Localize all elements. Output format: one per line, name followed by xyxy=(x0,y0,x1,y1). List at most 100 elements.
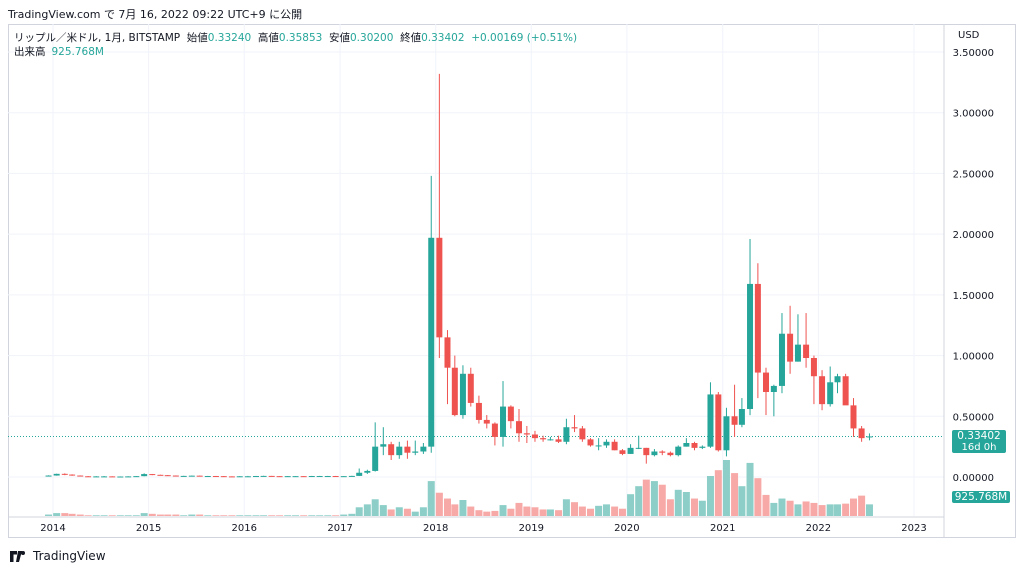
volume-bar xyxy=(348,513,356,516)
time-tick-label: 2020 xyxy=(614,523,639,534)
symbol-info: リップル／米ドル, 1月, BITSTAMP xyxy=(14,32,181,44)
volume-bar xyxy=(188,514,196,516)
volume-bar xyxy=(842,503,850,516)
volume-bar xyxy=(682,492,690,516)
candle-body xyxy=(364,470,371,473)
candle-body xyxy=(53,473,60,476)
volume-bar xyxy=(204,515,212,516)
chart-grid xyxy=(8,24,945,538)
time-tick-label: 2016 xyxy=(231,523,256,534)
candle-body xyxy=(459,373,466,416)
volume-bar xyxy=(802,501,810,516)
candle-body xyxy=(332,476,339,478)
candle-body xyxy=(404,446,411,453)
candle-body xyxy=(500,406,507,437)
volume-bar xyxy=(61,513,69,516)
candle-body xyxy=(531,434,538,439)
volume-bar xyxy=(666,499,674,516)
price-tick-label: 2.00000 xyxy=(953,230,994,241)
volume-bar xyxy=(427,481,435,516)
candle-body xyxy=(691,443,698,448)
price-tick-label: 3.50000 xyxy=(953,48,994,59)
candle-body xyxy=(212,476,219,478)
candle-body xyxy=(196,475,203,477)
candle-body xyxy=(611,441,618,451)
volume-bar xyxy=(858,495,866,516)
volume-bars xyxy=(45,460,873,516)
volume-bar xyxy=(148,513,156,516)
candle-body xyxy=(683,443,690,447)
candle-body xyxy=(300,476,307,478)
candle-body xyxy=(372,446,379,471)
volume-bar xyxy=(714,470,722,516)
time-tick-label: 2023 xyxy=(901,523,926,534)
volume-bar xyxy=(403,508,411,516)
volume-bar xyxy=(658,484,666,516)
volume-bar xyxy=(826,504,834,516)
volume-bar xyxy=(627,494,635,516)
candle-body xyxy=(842,376,849,406)
chart-frame xyxy=(8,24,1016,538)
volume-bar xyxy=(555,510,563,516)
volume-bar xyxy=(539,509,547,516)
volume-bar xyxy=(76,514,84,516)
candle-body xyxy=(276,476,283,478)
price-tick-label: 1.50000 xyxy=(953,291,994,302)
candle-body xyxy=(778,333,785,386)
volume-bar xyxy=(443,498,451,516)
change-value: +0.00169 (+0.51%) xyxy=(471,32,578,44)
candle-body xyxy=(133,476,140,478)
candle-body xyxy=(587,439,594,446)
candle-body xyxy=(388,444,395,456)
footer-brand[interactable]: TradingView xyxy=(10,549,106,563)
volume-bar xyxy=(531,507,539,516)
volume-bar xyxy=(379,505,387,516)
volume-bar xyxy=(507,508,515,516)
volume-bar xyxy=(499,505,507,516)
candle-body xyxy=(69,474,76,476)
candle-body xyxy=(850,405,857,429)
volume-bar xyxy=(483,511,491,516)
volume-bar xyxy=(100,515,108,516)
candle-body xyxy=(603,441,610,446)
countdown: 16d 0h xyxy=(961,442,997,453)
volume-bar xyxy=(284,515,292,516)
candle-body xyxy=(643,447,650,456)
time-tick-label: 2018 xyxy=(423,523,448,534)
currency-label: USD xyxy=(958,30,980,41)
volume-bar xyxy=(818,505,826,516)
volume-bar xyxy=(770,502,778,516)
close-value: 0.33402 xyxy=(421,32,465,44)
candle-body xyxy=(268,475,275,477)
candle-body xyxy=(125,476,132,478)
volume-bar xyxy=(268,515,276,516)
candle-body xyxy=(396,446,403,456)
volume-bar xyxy=(435,492,443,516)
candle-body xyxy=(827,382,834,405)
price-tick-label: 2.50000 xyxy=(953,169,994,180)
candle-body xyxy=(316,476,323,478)
volume-bar xyxy=(865,504,873,516)
volume-bar xyxy=(618,508,626,516)
volume-bar xyxy=(68,513,76,516)
volume-bar xyxy=(690,498,698,516)
candle-body xyxy=(540,438,547,440)
volume-value: 925.768M xyxy=(51,46,104,58)
volume-bar xyxy=(387,509,395,516)
volume-bar xyxy=(196,514,204,516)
candle-body xyxy=(93,476,100,478)
candle-body xyxy=(515,421,522,434)
volume-bar xyxy=(459,500,467,516)
price-chart[interactable]: 0.00000 0.50000 1.00000 1.50000 2.00000 2.500… xyxy=(8,24,1016,538)
candle-body xyxy=(85,476,92,478)
volume-bar xyxy=(515,502,523,516)
candle-body xyxy=(172,475,179,477)
volume-bar xyxy=(252,515,260,516)
time-tick-label: 2019 xyxy=(519,523,544,534)
candle-body xyxy=(699,446,706,448)
volume-bar xyxy=(45,514,53,516)
volume-bar xyxy=(355,507,363,516)
volume-bar xyxy=(244,515,252,516)
volume-bar xyxy=(53,513,61,516)
volume-bar xyxy=(419,507,427,516)
